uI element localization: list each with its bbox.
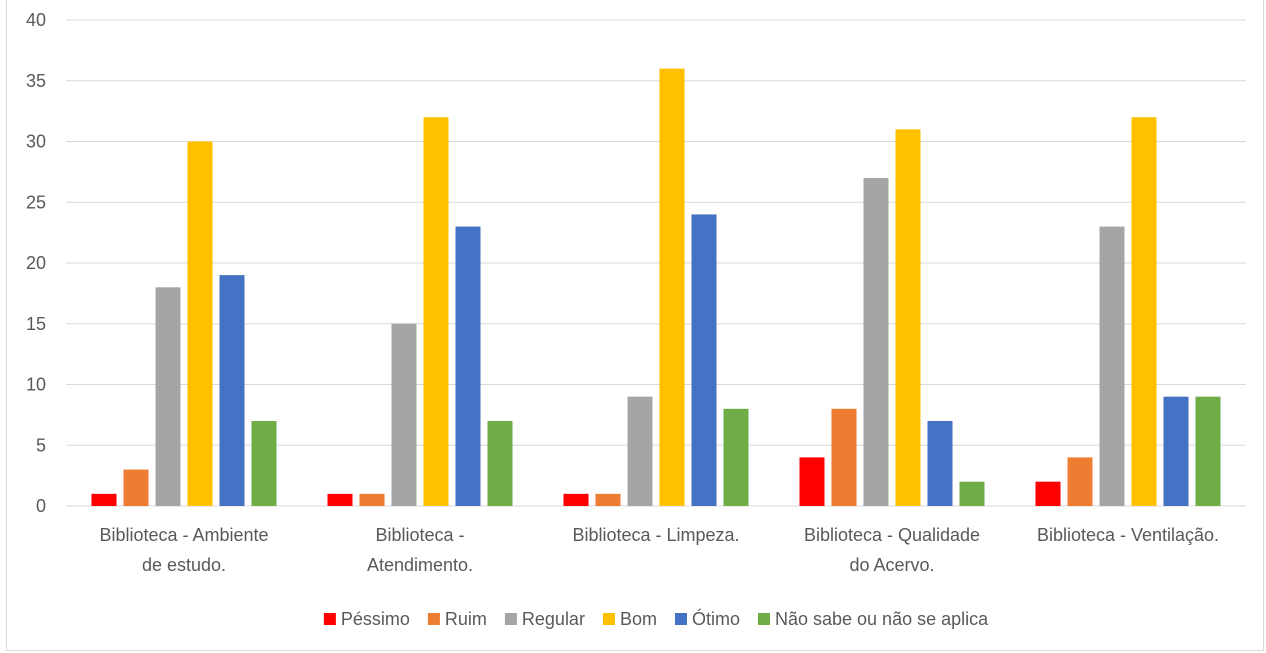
bar xyxy=(1131,117,1157,506)
bar xyxy=(359,493,385,506)
bar xyxy=(391,323,417,506)
x-category-label: do Acervo. xyxy=(849,555,934,575)
chart-frame xyxy=(6,0,1264,651)
y-tick-label: 15 xyxy=(26,314,46,334)
bar xyxy=(487,420,513,506)
legend-swatch xyxy=(427,613,440,625)
bar xyxy=(423,117,449,506)
bar xyxy=(895,129,921,506)
legend-label: Regular xyxy=(522,609,585,629)
legend-swatch xyxy=(674,613,687,625)
legend-label: Ótimo xyxy=(692,608,740,629)
y-axis-ticks: 0 5 10 15 20 25 30 35 40 xyxy=(26,10,46,516)
bar xyxy=(1035,481,1061,506)
bar xyxy=(863,177,889,506)
x-category-label: Biblioteca - Qualidade xyxy=(804,525,980,545)
bar xyxy=(723,408,749,506)
bar xyxy=(455,226,481,507)
y-tick-label: 20 xyxy=(26,253,46,273)
bar xyxy=(251,420,277,506)
y-tick-label: 10 xyxy=(26,375,46,395)
y-tick-label: 25 xyxy=(26,192,46,212)
bar xyxy=(1067,457,1093,506)
bar xyxy=(659,68,685,506)
bar xyxy=(219,275,245,506)
legend-swatch xyxy=(323,613,336,625)
legend-label: Péssimo xyxy=(341,609,410,629)
bar xyxy=(595,493,621,506)
x-category-label: Biblioteca - Limpeza. xyxy=(572,525,739,545)
bar xyxy=(799,457,825,506)
legend-label: Não sabe ou não se aplica xyxy=(775,609,989,629)
x-category-label: Biblioteca - xyxy=(375,525,464,545)
y-tick-label: 40 xyxy=(26,10,46,30)
legend-label: Ruim xyxy=(445,609,487,629)
bar xyxy=(155,287,181,506)
x-category-label: Biblioteca - Ambiente xyxy=(99,525,268,545)
bar xyxy=(1099,226,1125,507)
legend: Péssimo Ruim Regular Bom Ótimo Não sabe ou nã… xyxy=(323,608,989,629)
bars xyxy=(91,68,1221,507)
y-tick-label: 5 xyxy=(36,435,46,455)
bar xyxy=(563,493,589,506)
bar xyxy=(1163,396,1189,506)
legend-swatch xyxy=(602,613,615,625)
bar xyxy=(1195,396,1221,506)
legend-swatch xyxy=(757,613,770,625)
x-axis-labels: Biblioteca - Ambiente de estudo. Bibliotec… xyxy=(99,525,1219,575)
y-tick-label: 30 xyxy=(26,132,46,152)
legend-label: Bom xyxy=(620,609,657,629)
bar xyxy=(831,408,857,506)
legend-swatch xyxy=(504,613,517,625)
x-category-label: Atendimento. xyxy=(367,555,473,575)
bar xyxy=(927,420,953,506)
x-category-label: de estudo. xyxy=(142,555,226,575)
bar xyxy=(187,141,213,506)
y-tick-label: 0 xyxy=(36,496,46,516)
bar xyxy=(123,469,149,506)
bar xyxy=(327,493,353,506)
bar xyxy=(959,481,985,506)
bar xyxy=(691,214,717,506)
bar xyxy=(627,396,653,506)
y-tick-label: 35 xyxy=(26,71,46,91)
bar xyxy=(91,493,117,506)
x-category-label: Biblioteca - Ventilação. xyxy=(1037,525,1219,545)
